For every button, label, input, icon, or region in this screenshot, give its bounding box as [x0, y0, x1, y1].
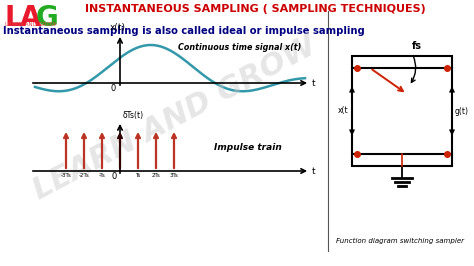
- Text: x(t): x(t): [110, 23, 126, 32]
- Text: L: L: [5, 4, 23, 32]
- Text: A: A: [20, 4, 42, 32]
- Text: Impulse train: Impulse train: [214, 143, 282, 152]
- Text: -Ts: -Ts: [99, 173, 105, 178]
- Text: fs: fs: [412, 41, 422, 51]
- Text: Function diagram switching sampler: Function diagram switching sampler: [336, 238, 464, 244]
- Text: G: G: [36, 4, 59, 32]
- Text: LEARN AND GROW: LEARN AND GROW: [28, 31, 321, 205]
- Bar: [352, 56, 452, 166]
- Text: t: t: [312, 167, 316, 176]
- Text: -2Ts: -2Ts: [79, 173, 90, 178]
- Text: x(t: x(t: [337, 106, 348, 115]
- Text: t: t: [312, 78, 316, 88]
- Text: Continuous time signal x(t): Continuous time signal x(t): [178, 44, 301, 52]
- Text: LEARN AND GROW: LEARN AND GROW: [5, 22, 56, 27]
- Text: INSTANTANEOUS SAMPLING ( SAMPLING TECHNIQUES): INSTANTANEOUS SAMPLING ( SAMPLING TECHNI…: [85, 4, 425, 14]
- Text: Ts: Ts: [136, 173, 141, 178]
- Text: 0: 0: [112, 172, 117, 181]
- Text: -3Ts: -3Ts: [61, 173, 72, 178]
- Text: 2Ts: 2Ts: [152, 173, 160, 178]
- Text: Instantaneous sampling is also called ideal or impulse sampling: Instantaneous sampling is also called id…: [3, 26, 365, 36]
- Text: g(t): g(t): [455, 106, 469, 115]
- Text: δTs(t): δTs(t): [123, 111, 144, 120]
- Text: 0: 0: [111, 84, 116, 93]
- Text: 3Ts: 3Ts: [170, 173, 178, 178]
